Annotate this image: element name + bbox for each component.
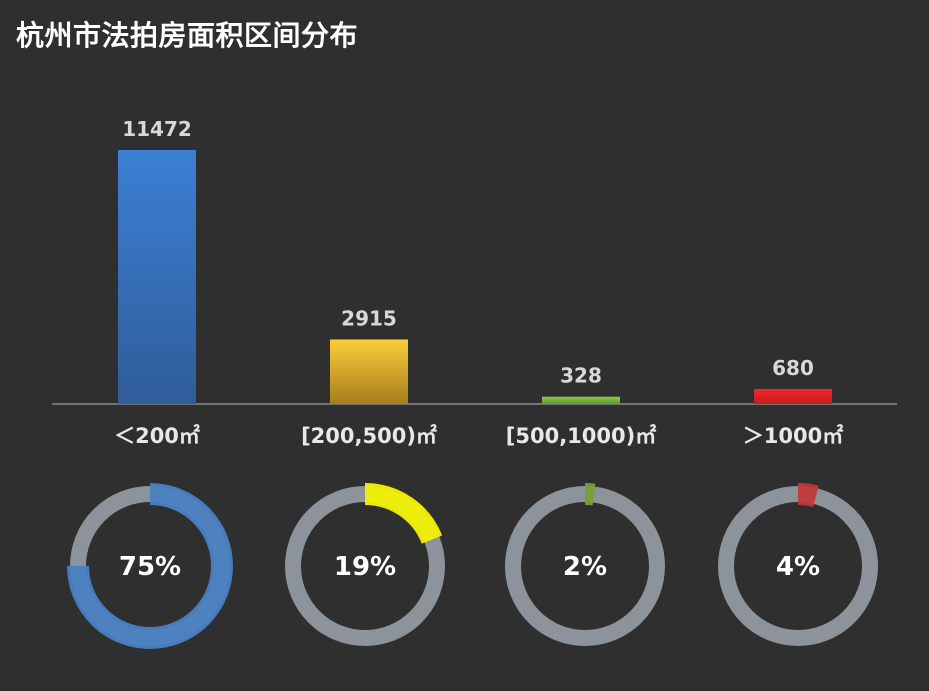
donut-percent-label-2: 19% xyxy=(334,552,396,582)
bar-2 xyxy=(330,339,408,404)
donut-arc-2 xyxy=(282,483,448,649)
category-label-3: [500,1000)㎡ xyxy=(506,424,656,448)
bar-value-label-4: 680 xyxy=(772,356,814,380)
category-label-4: ＞1000㎡ xyxy=(743,424,843,448)
category-label-2: [200,500)㎡ xyxy=(301,424,437,448)
bar-1 xyxy=(118,150,196,404)
category-label-1: ＜200㎡ xyxy=(114,424,200,448)
page-title: 杭州市法拍房面积区间分布 xyxy=(16,19,359,52)
donut-percent-label-3: 2% xyxy=(563,552,607,582)
bar-value-label-3: 328 xyxy=(560,364,602,388)
donut-arc-1 xyxy=(67,483,233,649)
donut-percent-label-1: 75% xyxy=(119,552,181,582)
bar-4 xyxy=(754,388,832,404)
donut-percent-label-4: 4% xyxy=(776,552,820,582)
bar-value-label-1: 11472 xyxy=(122,117,192,141)
donut-arc-4 xyxy=(715,483,881,649)
donut-arc-3 xyxy=(502,483,668,649)
bar-3 xyxy=(542,396,620,404)
bar-value-label-2: 2915 xyxy=(341,306,397,330)
